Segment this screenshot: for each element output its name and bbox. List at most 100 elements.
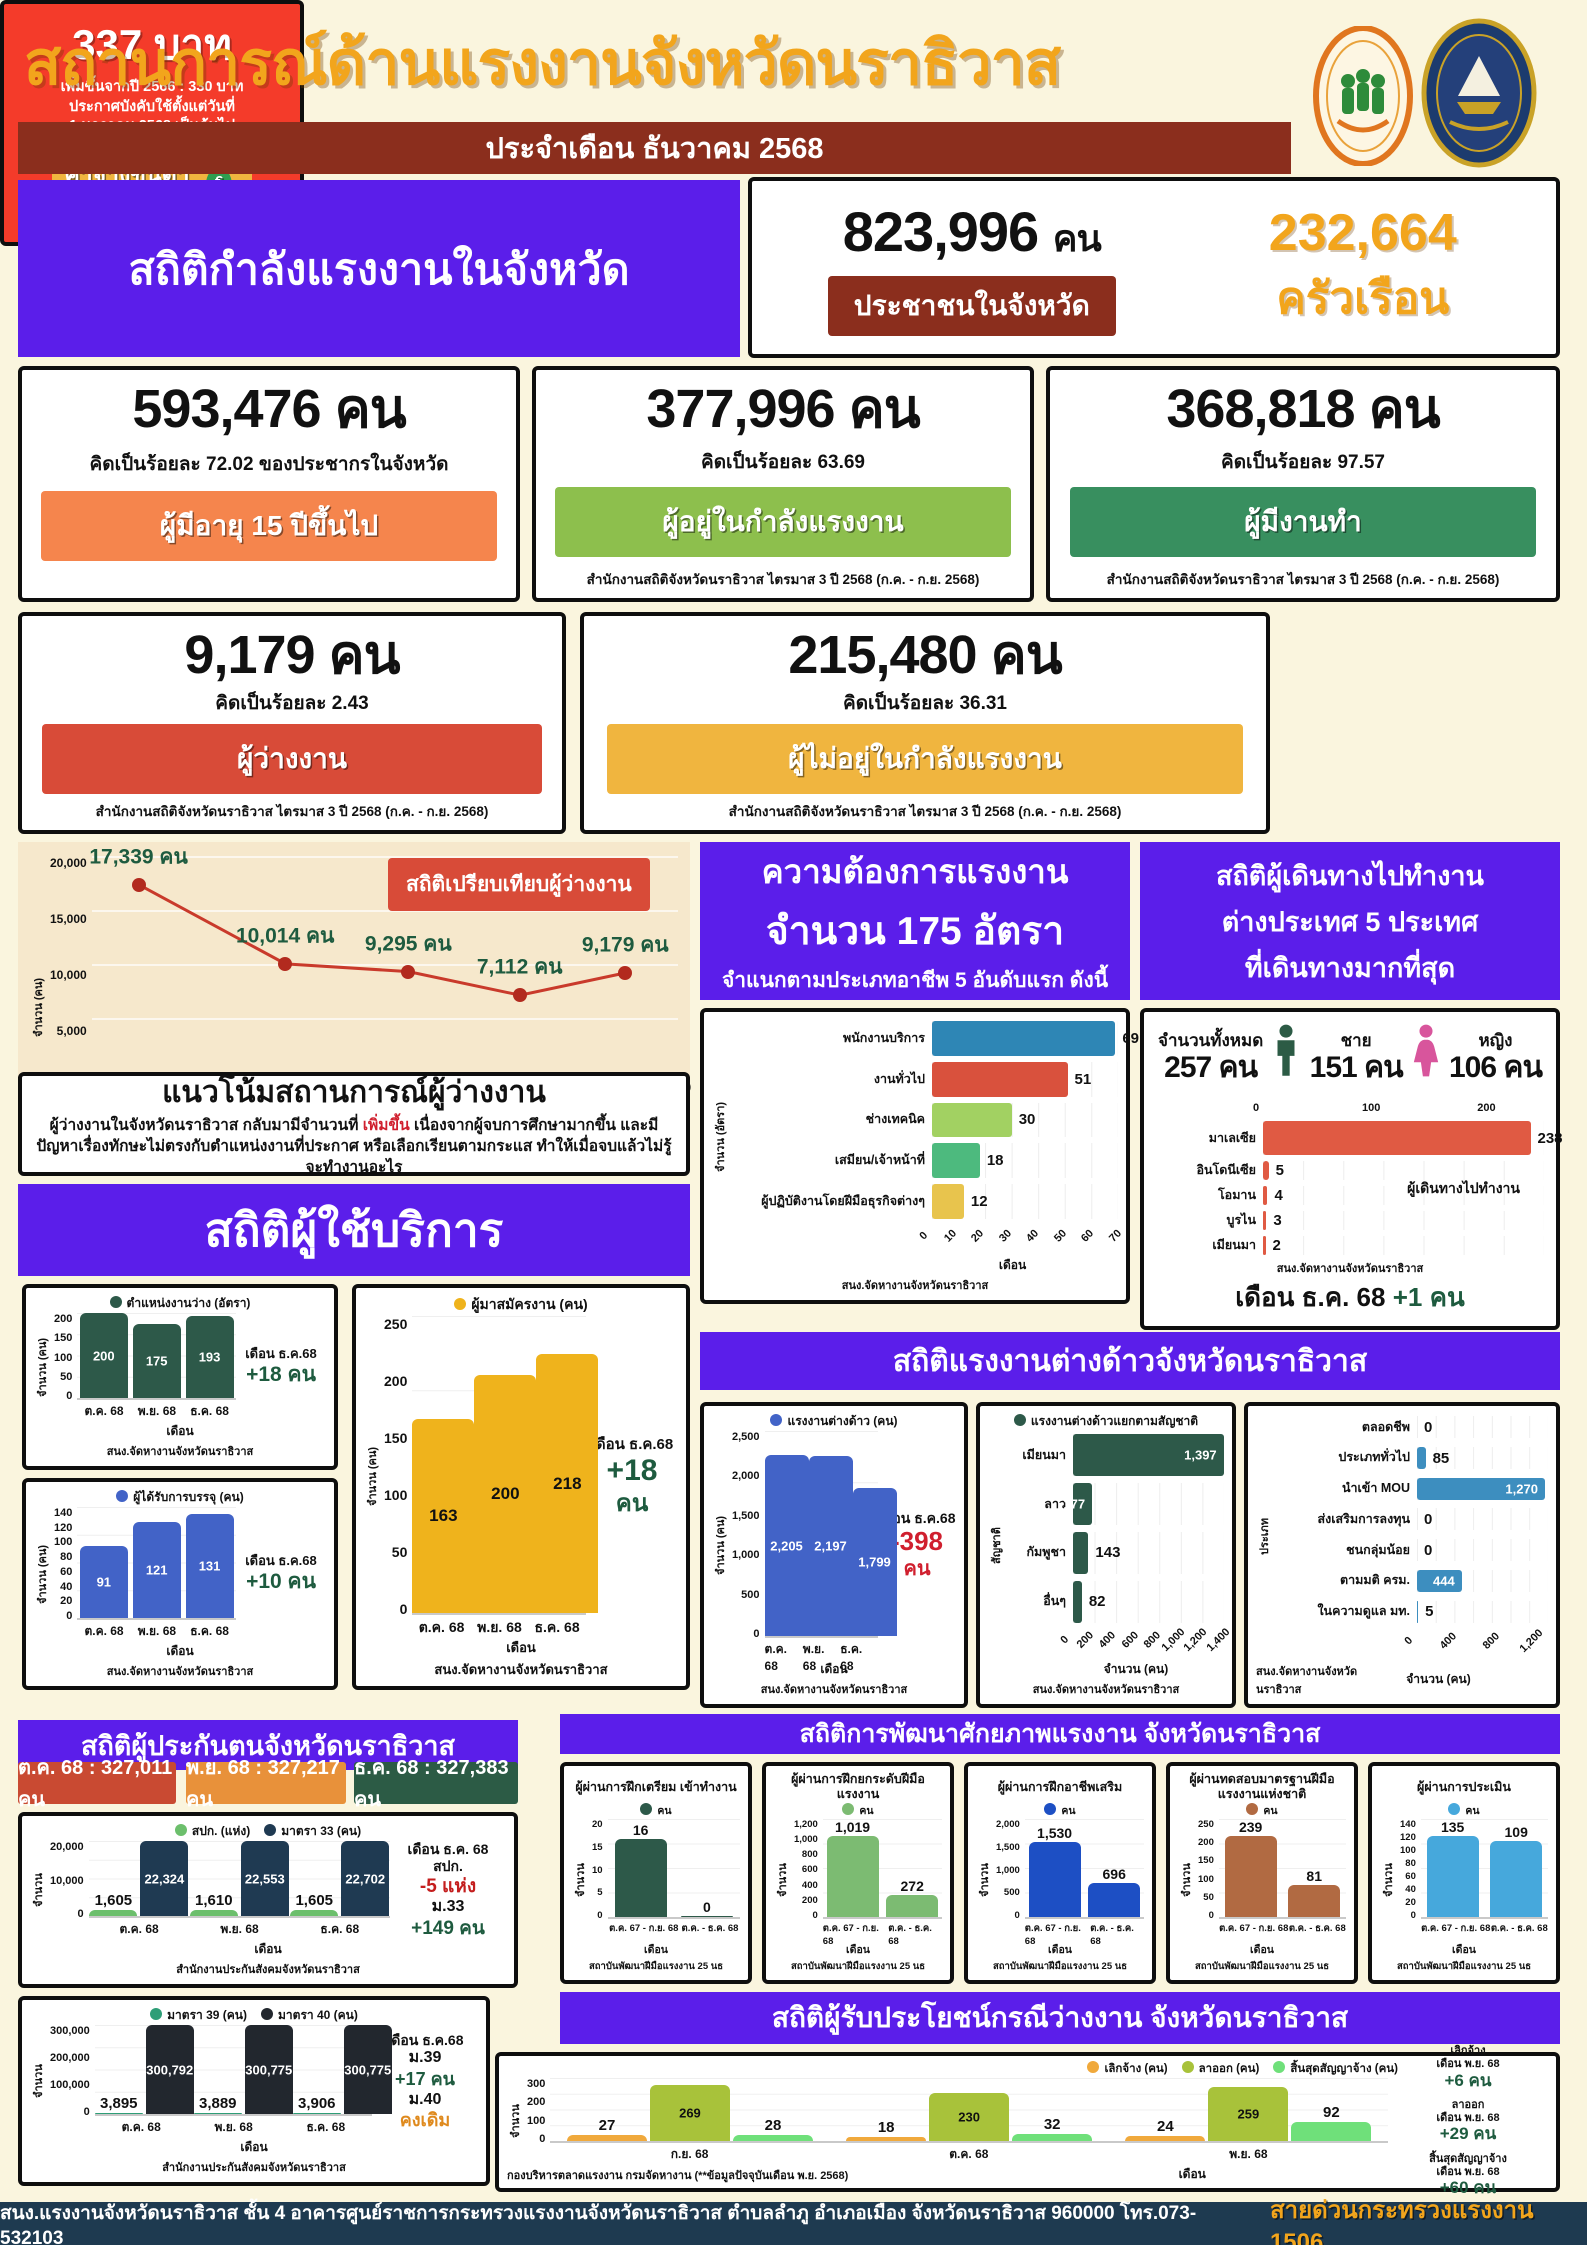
- abroad-box: จำนวนทั้งหมด 257 คน ชาย 151 คน หญิง 106 คน …: [1140, 1008, 1563, 1330]
- plot-area: 200 175 193: [77, 1313, 236, 1400]
- value-label: 1,019: [835, 1819, 871, 1835]
- y-tick: 140: [54, 1507, 73, 1519]
- x-axis-title: เดือน: [1452, 1944, 1476, 1956]
- chart-source: สถาบันพัฒนาฝีมือแรงงาน 25 นธ: [1194, 1961, 1330, 1972]
- households: 232,664 ครัวเรือน: [1268, 203, 1457, 323]
- legend-dot: [640, 1803, 653, 1815]
- bar: [290, 1909, 339, 1916]
- bar: 230: [929, 2092, 1010, 2141]
- bar: 1,397: [1073, 1434, 1224, 1477]
- y-tick: 2,000: [996, 1819, 1020, 1830]
- value-label: 135: [1440, 1819, 1465, 1835]
- x-tick: 10: [941, 1227, 959, 1245]
- bar: [1028, 1842, 1081, 1917]
- skill-chart-upskill: ผู้ผ่านการฝึกยกระดับฝีมือแรงงาน คน จำนวน 1…: [762, 1762, 954, 1984]
- legend-dot: [1013, 1414, 1026, 1426]
- y-tick: 1,000: [794, 1834, 818, 1846]
- bar: 177: [1063, 1483, 1093, 1526]
- bar: [1263, 1186, 1268, 1206]
- bar: [1263, 1121, 1531, 1156]
- y-tick: 10,000: [50, 1874, 84, 1887]
- value-label: 272: [900, 1877, 924, 1894]
- footer-address: สนง.แรงงานจังหวัดนราธิวาส ชั้น 4 อาคารศู…: [0, 2202, 1197, 2245]
- value-label: 27: [598, 2117, 616, 2135]
- plot-area: 239 81: [1218, 1819, 1346, 1919]
- y-tick: 0: [1014, 1910, 1020, 1921]
- y-axis: 300,000 200,000 100,000 0: [48, 2025, 95, 2138]
- bar: [1490, 1840, 1543, 1917]
- x-axis: ก.ย. 68 ต.ค. 68 พ.ย. 68: [550, 2143, 1388, 2165]
- x-tick: ธ.ค. 68: [320, 1922, 360, 1936]
- y-tick: 0: [77, 1908, 84, 1920]
- y-axis: 20 15 10 5 0: [590, 1819, 608, 1941]
- plot-area: 16 0: [607, 1819, 740, 1919]
- y-axis-title: จำนวน: [979, 1863, 991, 1897]
- value-label: 0: [702, 1899, 711, 1916]
- y-tick: 40: [1405, 1884, 1416, 1895]
- category-label: อินโดนีเซีย: [1196, 1163, 1256, 1178]
- y-tick: 600: [801, 1864, 818, 1876]
- stat-badge: ผู้มีอายุ 15 ปีขึ้นไป: [41, 491, 497, 562]
- value-label: 143: [1095, 1544, 1121, 1562]
- plot-area: 91 121 131: [77, 1507, 236, 1620]
- value-label: 3,889: [198, 2094, 237, 2112]
- x-tick: ต.ค. 67 - ก.ย. 68: [1024, 1923, 1081, 1947]
- bar: 1,799: [852, 1488, 897, 1636]
- chart-legend: มาตรา 39 (คน) มาตรา 40 (คน): [30, 2006, 478, 2025]
- y-tick: 200: [527, 2096, 546, 2109]
- x-tick: พ.ย. 68: [802, 1642, 825, 1673]
- y-axis-title: จำนวน: [1181, 1863, 1193, 1897]
- x-tick: 20: [969, 1227, 987, 1245]
- value-label: 5: [1275, 1162, 1284, 1180]
- x-axis: ต.ค. 67 - ก.ย. 68 ต.ค. - ธ.ค. 68: [608, 1919, 740, 1941]
- x-tick: 1,200: [1181, 1626, 1210, 1654]
- x-tick: ต.ค. 68: [84, 1624, 124, 1638]
- value-label: 1,397: [1184, 1447, 1217, 1463]
- x-tick: 400: [1438, 1630, 1460, 1652]
- x-axis-title: เดือน: [1048, 1944, 1072, 1956]
- workforce-panel-title: สถิติกำลังแรงงานในจังหวัด: [18, 180, 740, 357]
- chart-legend: แรงงานต่างด้าว (คน): [712, 1412, 956, 1431]
- stat-percent: คิดเป็นร้อยละ 63.69: [700, 451, 865, 473]
- stat-box-laborforce: 377,996 คน คิดเป็นร้อยละ 63.69 ผู้อยู่ใน…: [532, 366, 1034, 602]
- y-tick: 5: [597, 1887, 603, 1899]
- x-tick: 400: [1096, 1629, 1119, 1651]
- value-label: 4: [1274, 1187, 1283, 1205]
- placed-chart: ผู้ได้รับการบรรจุ (คน) จำนวน (คน) 140 120 10…: [22, 1478, 338, 1690]
- x-tick: 200: [1074, 1629, 1096, 1651]
- chart-source: สนง.จัดหางานจังหวัดนราธิวาส: [1032, 1684, 1180, 1696]
- y-tick: 100: [54, 1536, 73, 1549]
- foreign-monthly-chart: แรงงานต่างด้าว (คน) จำนวน (คน) 2,500 2,000 1…: [700, 1402, 968, 1708]
- value-label: 22,324: [144, 1871, 185, 1886]
- bar: 259: [1208, 2086, 1289, 2141]
- plot-area: 27 269 28 18 230 32 24 259 92: [550, 2078, 1388, 2143]
- x-tick: ต.ค. - ธ.ค. 68: [1490, 1923, 1548, 1934]
- legend-dot: [842, 1803, 855, 1815]
- point-label: 9,179 คน: [581, 933, 669, 957]
- bar: 163: [412, 1419, 475, 1613]
- category-label: ตลอดชีพ: [1361, 1419, 1410, 1434]
- bar: [932, 1102, 1012, 1138]
- value-label: 300,775: [344, 2062, 392, 2077]
- category-label: ผู้ปฏิบัติงานโดยฝีมือธุรกิจต่างๆ: [761, 1194, 925, 1209]
- x-axis: ต.ค. 67 - ก.ย. 68 ต.ค. - ธ.ค. 68: [1219, 1919, 1346, 1941]
- category-label: ส่งเสริมการลงทุน: [1317, 1511, 1410, 1526]
- x-tick: ต.ค. - ธ.ค. 68: [1288, 1923, 1346, 1934]
- x-axis: ต.ค. 67 - ก.ย. 68 ต.ค. - ธ.ค. 68: [1421, 1919, 1548, 1941]
- y-axis: 250 200 150 100 50 0: [382, 1316, 412, 1637]
- x-axis: ต.ค. 67 - ก.ย. 68 ต.ค. - ธ.ค. 68: [823, 1919, 942, 1947]
- bar: [732, 2135, 813, 2141]
- value-label: 163: [429, 1506, 458, 1526]
- value-label: 51: [1074, 1070, 1092, 1088]
- bar: [1288, 1885, 1341, 1917]
- bar: [614, 1838, 667, 1917]
- y-tick: 0: [539, 2132, 546, 2145]
- category-label: ในความดูแล มท.: [1317, 1604, 1410, 1618]
- y-tick: 300,000: [50, 2025, 90, 2037]
- chart-source: กองบริหารตลาดแรงงาน กรมจัดหางาน (**ข้อมู…: [507, 2170, 849, 2182]
- x-tick: 600: [1119, 1629, 1141, 1651]
- y-axis-title: จำนวน: [1383, 1863, 1395, 1897]
- bar: 22,553: [240, 1841, 289, 1916]
- chart-note: เดือน ธ.ค.68 +10 คน: [245, 1553, 317, 1594]
